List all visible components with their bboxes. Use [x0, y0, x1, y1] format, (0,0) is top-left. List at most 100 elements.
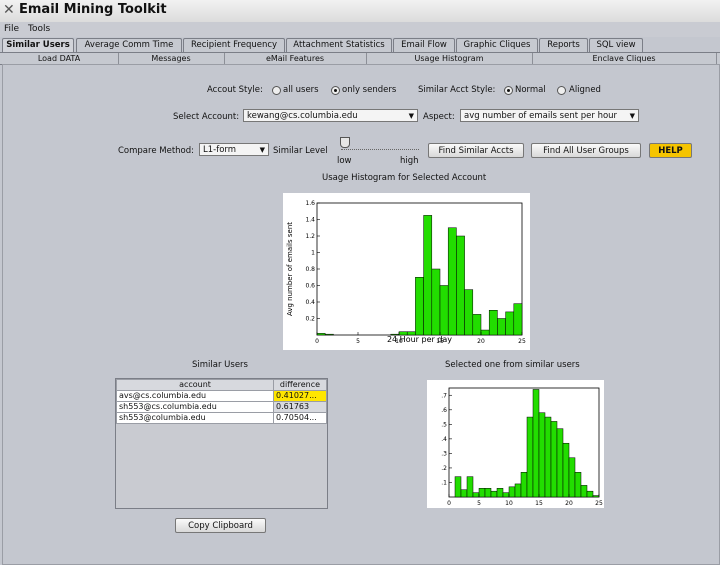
tab-enclave-cliques[interactable]: Enclave Cliques	[532, 53, 717, 64]
usage-histogram-title: Usage Histogram for Selected Account	[322, 173, 487, 183]
title-bar: ✕ Email Mining Toolkit	[0, 0, 720, 23]
y-tick-label: .6	[441, 407, 447, 414]
similar-level-slider[interactable]	[339, 137, 421, 153]
x-tick-label: 15	[535, 500, 543, 507]
table-cell-difference: 0.41027...	[273, 390, 327, 402]
chart-bar	[568, 457, 576, 498]
tab-email-features[interactable]: eMail Features	[224, 53, 367, 64]
find-similar-accts-button[interactable]: Find Similar Accts	[428, 143, 524, 158]
tab-email-flow[interactable]: Email Flow	[393, 38, 455, 52]
chart-bar	[513, 303, 523, 336]
tab-average-comm-time[interactable]: Average Comm Time	[76, 38, 182, 52]
chart-bar	[415, 277, 424, 336]
table-cell-account: sh553@cs.columbia.edu	[116, 401, 274, 413]
table-cell-difference: 0.61763	[273, 401, 327, 413]
x-tick-label: 10	[505, 500, 513, 507]
account-select[interactable]: kewang@cs.columbia.edu ▼	[243, 109, 418, 122]
tab-usage-histogram[interactable]: Usage Histogram	[366, 53, 533, 64]
tab-recipient-frequency[interactable]: Recipient Frequency	[183, 38, 285, 52]
table-row[interactable]: sh553@cs.columbia.edu 0.61763	[116, 401, 327, 413]
aspect-select[interactable]: avg number of emails sent per hour ▼	[460, 109, 639, 122]
slider-track	[341, 149, 419, 151]
x-tick-label: 10	[395, 338, 403, 345]
compare-method-value: L1-form	[203, 145, 237, 155]
table-header-row: account difference	[116, 379, 327, 391]
window-title: Email Mining Toolkit	[19, 2, 167, 17]
radio-only-senders-label: only senders	[342, 85, 397, 95]
chart-bar	[538, 412, 546, 498]
chart-bar	[478, 488, 486, 498]
chart-bar	[490, 490, 498, 498]
y-tick-label: 1	[311, 250, 315, 257]
column-header-account[interactable]: account	[116, 379, 274, 391]
chart-bar	[464, 289, 474, 336]
chart-bar	[439, 285, 449, 336]
users-table: account difference avs@cs.columbia.edu 0…	[116, 379, 327, 424]
tab-sql-view[interactable]: SQL view	[589, 38, 643, 52]
x-tick-label: 25	[595, 500, 603, 507]
table-cell-account: avs@cs.columbia.edu	[116, 390, 274, 402]
chart-bar	[480, 329, 490, 336]
chart-bar	[472, 314, 482, 336]
chart-bar	[532, 389, 540, 498]
find-all-user-groups-button[interactable]: Find All User Groups	[531, 143, 641, 158]
chart-bar	[484, 488, 492, 498]
chart-bar	[505, 311, 515, 336]
table-row[interactable]: sh553@columbia.edu 0.70504...	[116, 412, 327, 424]
radio-aligned-label: Aligned	[569, 85, 601, 95]
y-tick-label: .1	[441, 479, 447, 486]
menu-bar: File Tools	[0, 22, 720, 37]
y-tick-label: .3	[441, 450, 447, 457]
slider-thumb[interactable]	[340, 137, 350, 148]
tab-graphic-cliques[interactable]: Graphic Cliques	[456, 38, 538, 52]
chart-bar	[520, 472, 528, 498]
chart-bar	[324, 333, 334, 336]
slider-high-label: high	[400, 156, 419, 166]
y-tick-label: 1.6	[305, 200, 315, 207]
chart-bar	[502, 492, 510, 498]
chart-bar	[562, 442, 570, 498]
aspect-label: Aspect:	[423, 112, 455, 122]
x-tick-label: 0	[447, 500, 451, 507]
account-style-label: Accout Style:	[207, 85, 263, 95]
x-tick-label: 20	[565, 500, 573, 507]
chart-bar	[574, 472, 582, 498]
chart-bar	[423, 215, 433, 336]
chart-bar	[544, 416, 552, 498]
selected-user-chart: 0 5 10 15 20 25 .1 .2 .3 .4 .5 .6 .7	[427, 380, 604, 508]
table-cell-account: sh553@columbia.edu	[116, 412, 274, 424]
y-tick-label: .4	[441, 436, 447, 443]
tab-messages[interactable]: Messages	[118, 53, 225, 64]
help-button[interactable]: HELP	[649, 143, 692, 158]
menu-file[interactable]: File	[4, 24, 20, 34]
tab-reports[interactable]: Reports	[539, 38, 588, 52]
chart-bar	[586, 490, 594, 498]
aspect-select-value: avg number of emails sent per hour	[464, 111, 618, 121]
compare-method-select[interactable]: L1-form ▼	[199, 143, 269, 156]
x-tick-label: 5	[356, 338, 360, 345]
selected-user-svg: 0 5 10 15 20 25 .1 .2 .3 .4 .5 .6 .7	[441, 387, 603, 507]
radio-normal[interactable]	[504, 86, 513, 95]
radio-only-senders[interactable]	[331, 86, 340, 95]
tab-load-data[interactable]: Load DATA	[0, 53, 119, 64]
compare-method-label: Compare Method:	[118, 146, 195, 156]
menu-tools[interactable]: Tools	[28, 24, 51, 34]
copy-clipboard-button[interactable]: Copy Clipboard	[175, 518, 266, 533]
chart-bar	[496, 488, 504, 498]
radio-all-users-label: all users	[283, 85, 319, 95]
chevron-down-icon: ▼	[629, 112, 635, 120]
y-tick-label: .7	[441, 392, 447, 399]
similar-level-label: Similar Level	[273, 146, 328, 156]
usage-histogram-chart: 0 5 10 15 20 25 0.2 0.4 0.6 0.8 1 1.2 1.4 1.6 24 Hour …	[283, 193, 530, 350]
column-header-difference[interactable]: difference	[273, 379, 327, 391]
radio-aligned[interactable]	[557, 86, 566, 95]
table-row[interactable]: avs@cs.columbia.edu 0.41027...	[116, 390, 327, 402]
chart-bar	[497, 318, 506, 336]
chart-bar	[316, 333, 326, 336]
y-tick-label: 0.6	[305, 283, 315, 290]
chart-bar	[592, 495, 600, 498]
tab-similar-users[interactable]: Similar Users	[2, 38, 74, 53]
tab-attachment-statistics[interactable]: Attachment Statistics	[286, 38, 392, 52]
chart-bar	[460, 489, 468, 498]
radio-all-users[interactable]	[272, 86, 281, 95]
